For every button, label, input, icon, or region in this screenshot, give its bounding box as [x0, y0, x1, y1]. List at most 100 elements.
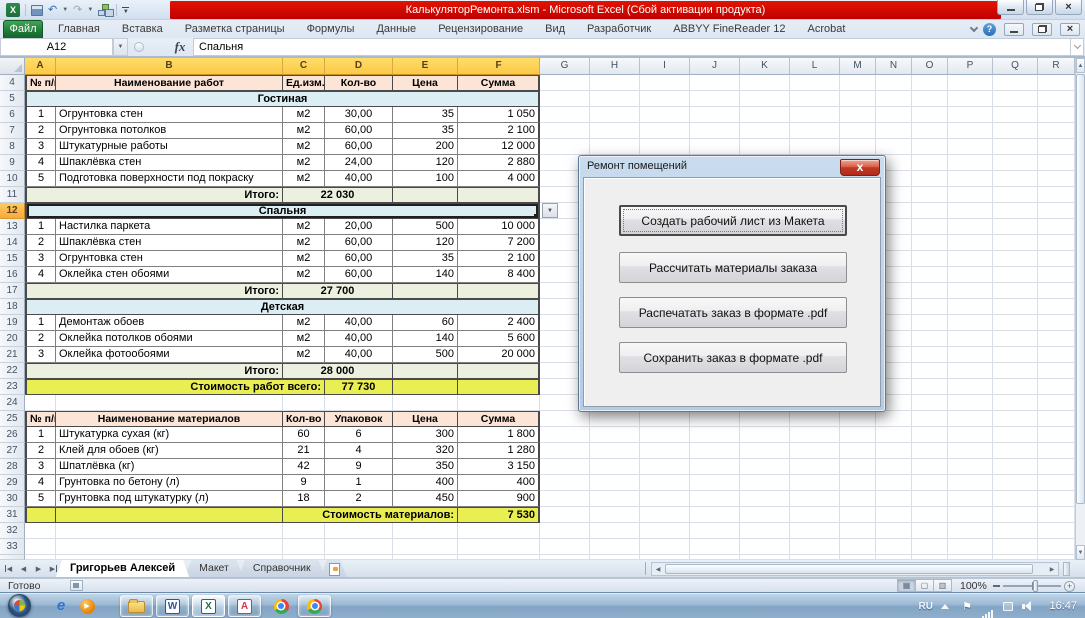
- cell[interactable]: Наименование материалов: [56, 411, 283, 427]
- tab-file[interactable]: Файл: [3, 20, 43, 38]
- cell[interactable]: [325, 539, 393, 555]
- column-header-A[interactable]: A: [25, 58, 56, 75]
- cell[interactable]: [56, 523, 283, 539]
- cell[interactable]: 4: [25, 267, 56, 283]
- cell[interactable]: [840, 411, 876, 427]
- cell[interactable]: [590, 123, 640, 139]
- insert-function-icon[interactable]: fx: [174, 39, 186, 54]
- calc-materials-button[interactable]: Рассчитать материалы заказа: [619, 252, 847, 283]
- cell[interactable]: 2 100: [458, 251, 540, 267]
- cell[interactable]: [740, 507, 790, 523]
- cell[interactable]: [948, 123, 993, 139]
- cell[interactable]: [993, 107, 1038, 123]
- name-box-dropdown-icon[interactable]: ▼: [113, 38, 128, 56]
- cell[interactable]: [790, 443, 840, 459]
- cell[interactable]: Демонтаж обоев: [56, 315, 283, 331]
- action-center-flag-icon[interactable]: ⚑: [962, 600, 972, 613]
- cell[interactable]: [993, 155, 1038, 171]
- cell[interactable]: [912, 203, 948, 219]
- row-header-4[interactable]: 4: [0, 75, 25, 91]
- cell[interactable]: [458, 523, 540, 539]
- ribbon-tab-abbyy-finereader-12[interactable]: ABBYY FineReader 12: [673, 23, 786, 35]
- cell[interactable]: 77 730: [325, 379, 393, 395]
- scroll-right-icon[interactable]: ▶: [1049, 566, 1055, 573]
- cell[interactable]: [640, 411, 690, 427]
- cell[interactable]: [876, 491, 912, 507]
- cell[interactable]: [993, 123, 1038, 139]
- cell[interactable]: 450: [393, 491, 458, 507]
- cell[interactable]: [993, 331, 1038, 347]
- cell[interactable]: м2: [283, 139, 325, 155]
- cell[interactable]: [458, 395, 540, 411]
- cell[interactable]: [1038, 379, 1075, 395]
- cell[interactable]: [876, 523, 912, 539]
- cell[interactable]: [840, 523, 876, 539]
- insert-worksheet-icon[interactable]: [321, 560, 347, 577]
- dialog-close-button[interactable]: x: [840, 159, 880, 176]
- cell[interactable]: 3: [25, 139, 56, 155]
- cell[interactable]: [948, 331, 993, 347]
- formula-input[interactable]: Спальня: [193, 38, 1070, 56]
- cell[interactable]: [993, 379, 1038, 395]
- cell[interactable]: [1038, 91, 1075, 107]
- workbook-restore-button[interactable]: [1032, 22, 1052, 36]
- cell[interactable]: [393, 523, 458, 539]
- cell[interactable]: [948, 411, 993, 427]
- cell[interactable]: Огрунтовка потолков: [56, 123, 283, 139]
- cell[interactable]: Клей для обоев (кг): [56, 443, 283, 459]
- cell[interactable]: [876, 107, 912, 123]
- cell[interactable]: [948, 507, 993, 523]
- cell[interactable]: [790, 555, 840, 560]
- cell[interactable]: [1038, 347, 1075, 363]
- cell[interactable]: [948, 155, 993, 171]
- cell[interactable]: [948, 283, 993, 299]
- cell[interactable]: 1 280: [458, 443, 540, 459]
- undo-icon[interactable]: ↶: [48, 3, 58, 16]
- cell[interactable]: [690, 107, 740, 123]
- row-header-8[interactable]: 8: [0, 139, 25, 155]
- cell[interactable]: Штукатурные работы: [56, 139, 283, 155]
- cell[interactable]: [458, 379, 540, 395]
- cell[interactable]: [790, 123, 840, 139]
- cell[interactable]: 12 000: [458, 139, 540, 155]
- cell[interactable]: [948, 363, 993, 379]
- cell[interactable]: [876, 411, 912, 427]
- cell[interactable]: Упаковок: [325, 411, 393, 427]
- cell[interactable]: [540, 91, 590, 107]
- cell[interactable]: 7 530: [458, 507, 540, 523]
- language-indicator[interactable]: RU: [918, 600, 933, 612]
- cell[interactable]: [993, 283, 1038, 299]
- cell[interactable]: 60: [393, 315, 458, 331]
- ribbon-tab-acrobat[interactable]: Acrobat: [807, 23, 846, 35]
- macro-record-icon[interactable]: [70, 580, 83, 591]
- row-header-9[interactable]: 9: [0, 155, 25, 171]
- cell[interactable]: [993, 347, 1038, 363]
- cell[interactable]: Оклейка потолков обоями: [56, 331, 283, 347]
- cell[interactable]: м2: [283, 155, 325, 171]
- row-header-7[interactable]: 7: [0, 123, 25, 139]
- cell[interactable]: 1: [25, 219, 56, 235]
- cell[interactable]: м2: [283, 347, 325, 363]
- cell[interactable]: [458, 555, 540, 560]
- column-header-R[interactable]: R: [1038, 58, 1075, 75]
- cell[interactable]: [912, 411, 948, 427]
- row-header-17[interactable]: 17: [0, 283, 25, 299]
- cell[interactable]: [640, 107, 690, 123]
- cell[interactable]: [876, 507, 912, 523]
- cell[interactable]: 1 050: [458, 107, 540, 123]
- cell[interactable]: 20 000: [458, 347, 540, 363]
- cell[interactable]: [540, 523, 590, 539]
- cell[interactable]: [948, 171, 993, 187]
- cell[interactable]: 60: [283, 427, 325, 443]
- cell[interactable]: [640, 139, 690, 155]
- cell[interactable]: [912, 315, 948, 331]
- cell[interactable]: [993, 491, 1038, 507]
- cell[interactable]: [876, 475, 912, 491]
- cell[interactable]: [540, 411, 590, 427]
- cell[interactable]: 18: [283, 491, 325, 507]
- volume-icon[interactable]: [1022, 593, 1031, 618]
- customize-qat-icon[interactable]: ▼: [122, 6, 130, 15]
- cell[interactable]: [1038, 267, 1075, 283]
- cell[interactable]: [590, 107, 640, 123]
- cell[interactable]: 120: [393, 235, 458, 251]
